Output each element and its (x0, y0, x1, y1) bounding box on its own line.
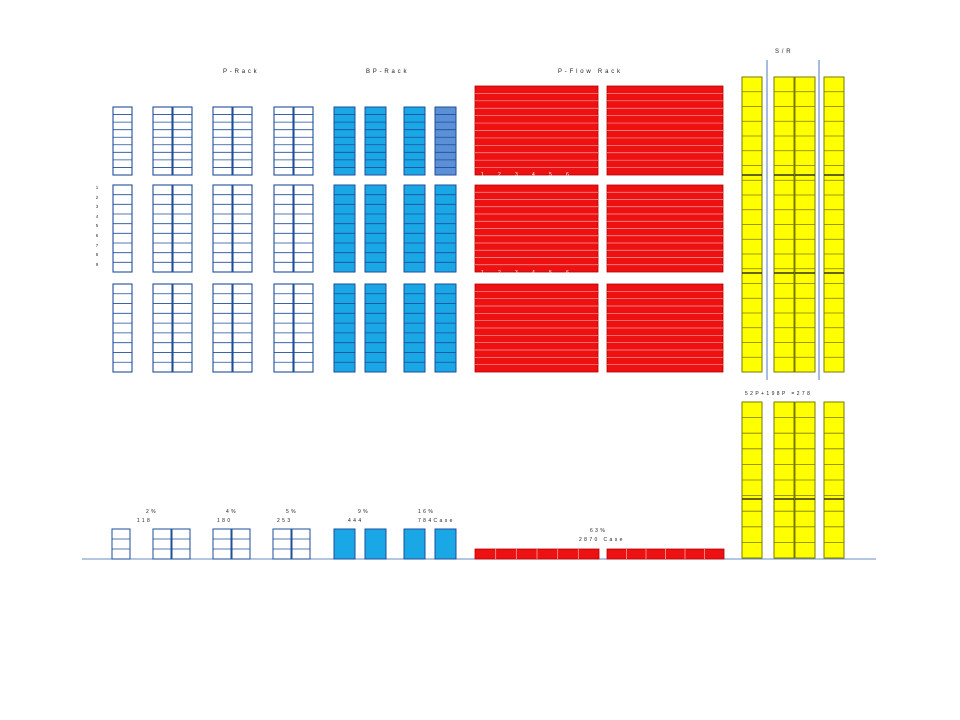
bp-rack-col-3-tier-2 (403, 184, 426, 273)
bp-rack-col-4-tier-1 (434, 106, 457, 176)
p-rack-bay-2-tier-2-col-1 (152, 184, 173, 273)
p-rack-bay-3-tier-1-col-2 (232, 106, 253, 176)
p-rack-bay-4-tier-1-col-2 (293, 106, 314, 176)
summary-p-rack-3-col-1 (212, 528, 232, 560)
p-rack-bay-2-tier-2-col-2 (172, 184, 193, 273)
bp-rack-col-4-tier-3 (434, 283, 457, 373)
p-rack-bay-4-tier-2-col-2 (293, 184, 314, 273)
flow-row-marker-1-4: 4 (532, 172, 535, 178)
flow-row-marker-1-6: 6 (566, 172, 569, 178)
p-rack-bay-3-tier-1-col-1 (212, 106, 233, 176)
summary-bp-rack-4 (434, 528, 457, 560)
p-rack-bay-3-tier-2-col-1 (212, 184, 233, 273)
summary-p-rack-3-col-2 (231, 528, 251, 560)
summary-p-rack-4-col-2 (291, 528, 311, 560)
p-rack-bay-4-tier-3-col-1 (273, 283, 294, 373)
flow-row-marker-1-5: 5 (549, 172, 552, 178)
summary-p-rack-2-col-1 (152, 528, 172, 560)
p-rack-bay-4-tier-3-col-2 (293, 283, 314, 373)
bp-rack-col-1-tier-1 (333, 106, 356, 176)
flow-row-marker-2-2: 2 (498, 270, 501, 276)
summary-bp-rack-3 (403, 528, 426, 560)
p-rack-bay-2-tier-1-col-2 (172, 106, 193, 176)
bp-rack-col-2-tier-2 (364, 184, 387, 273)
summary-p-rack-4-col-1 (272, 528, 292, 560)
p-rack-bay-2-tier-3-col-2 (172, 283, 193, 373)
p-rack-bay-1-tier-3-col-1 (112, 283, 133, 373)
flow-row-marker-2-1: 1 (481, 270, 484, 276)
bp-rack-col-4-tier-2 (434, 184, 457, 273)
bp-rack-col-1-tier-2 (333, 184, 356, 273)
flow-row-marker-1-3: 3 (515, 172, 518, 178)
p-rack-bay-3-tier-3-col-2 (232, 283, 253, 373)
summary-p-rack-2-col-2 (171, 528, 191, 560)
flow-row-marker-2-5: 5 (549, 270, 552, 276)
p-rack-bay-1-tier-2-col-1 (112, 184, 133, 273)
summary-bp-rack-2 (364, 528, 387, 560)
p-rack-bay-3-tier-2-col-2 (232, 184, 253, 273)
summary-p-rack-1-col-1 (111, 528, 131, 560)
bp-rack-col-3-tier-3 (403, 283, 426, 373)
bp-rack-col-2-tier-3 (364, 283, 387, 373)
bp-rack-col-3-tier-1 (403, 106, 426, 176)
flow-row-marker-2-6: 6 (566, 270, 569, 276)
bp-rack-col-2-tier-1 (364, 106, 387, 176)
p-rack-bay-4-tier-1-col-1 (273, 106, 294, 176)
flow-row-marker-1-1: 1 (481, 172, 484, 178)
p-rack-bay-2-tier-3-col-1 (152, 283, 173, 373)
p-rack-bay-2-tier-1-col-1 (152, 106, 173, 176)
p-rack-bay-1-tier-1-col-1 (112, 106, 133, 176)
flow-row-marker-1-2: 2 (498, 172, 501, 178)
flow-row-marker-2-3: 3 (515, 270, 518, 276)
p-rack-bay-4-tier-2-col-1 (273, 184, 294, 273)
flow-row-marker-2-4: 4 (532, 270, 535, 276)
summary-bp-rack-1 (333, 528, 356, 560)
p-rack-bay-3-tier-3-col-1 (212, 283, 233, 373)
bp-rack-col-1-tier-3 (333, 283, 356, 373)
